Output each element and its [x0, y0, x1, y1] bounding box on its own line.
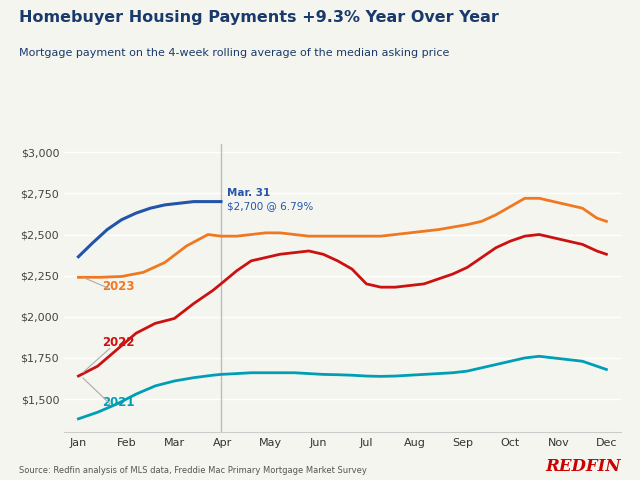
Text: Homebuyer Housing Payments +9.3% Year Over Year: Homebuyer Housing Payments +9.3% Year Ov… [19, 10, 499, 24]
Text: 2021: 2021 [102, 396, 135, 408]
Text: Source: Redfin analysis of MLS data, Freddie Mac Primary Mortgage Market Survey: Source: Redfin analysis of MLS data, Fre… [19, 466, 367, 475]
Text: Mar. 31: Mar. 31 [227, 188, 270, 198]
Text: 2022: 2022 [102, 336, 135, 349]
Text: $2,700 @ 6.79%: $2,700 @ 6.79% [227, 202, 313, 212]
Text: 2023: 2023 [102, 280, 135, 293]
Text: REDFIN: REDFIN [545, 458, 621, 475]
Text: Mortgage payment on the 4-week rolling average of the median asking price: Mortgage payment on the 4-week rolling a… [19, 48, 449, 58]
